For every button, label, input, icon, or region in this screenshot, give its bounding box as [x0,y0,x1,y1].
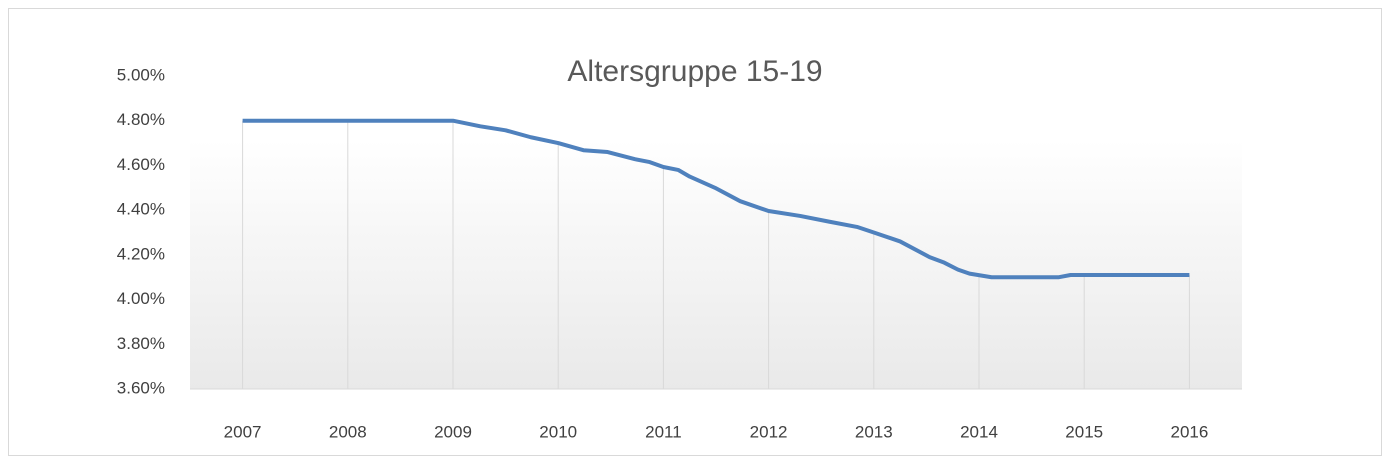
y-tick-label: 5.00% [117,65,165,84]
y-tick-label: 3.80% [117,334,165,353]
x-tick-label: 2011 [645,422,682,441]
y-tick-label: 4.20% [117,244,165,263]
x-tick-label: 2010 [539,422,577,441]
x-tick-label: 2014 [960,422,998,441]
x-tick-label: 2007 [224,422,262,441]
x-tick-label: 2009 [434,422,472,441]
x-tick-label: 2012 [750,422,788,441]
y-tick-label: 4.60% [117,155,165,174]
chart-title: Altersgruppe 15-19 [567,55,822,88]
y-tick-label: 4.40% [117,200,165,219]
line-series [242,118,1190,280]
y-tick-label: 3.60% [117,378,165,397]
y-tick-label: 4.80% [117,110,165,129]
x-tick-label: 2016 [1170,422,1208,441]
y-tick-label: 4.00% [117,289,165,308]
plot-area [190,140,1242,389]
x-tick-label: 2015 [1065,422,1103,441]
x-tick-label: 2008 [329,422,367,441]
x-tick-label: 2013 [855,422,893,441]
